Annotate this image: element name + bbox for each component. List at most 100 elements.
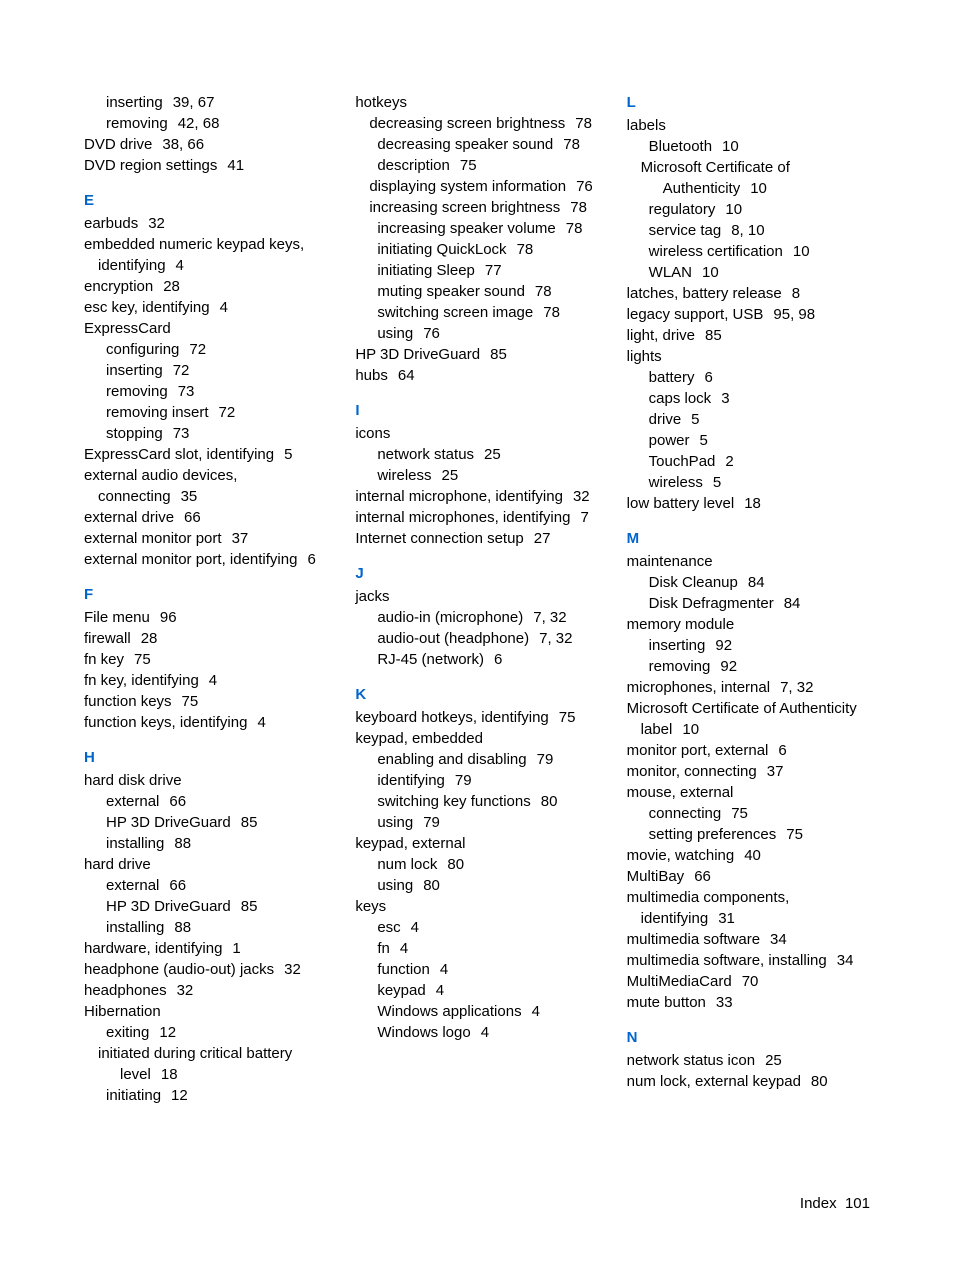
- index-pages: 12: [171, 1087, 188, 1104]
- index-pages: 78: [566, 220, 583, 237]
- index-subentry: RJ-45 (network)6: [355, 649, 598, 670]
- index-term: external drive: [84, 509, 174, 526]
- index-term: hard disk drive: [84, 772, 182, 789]
- index-pages: 92: [715, 637, 732, 654]
- index-pages: 7: [580, 509, 588, 526]
- index-pages: 3: [721, 390, 729, 407]
- index-section-letter: I: [355, 400, 598, 421]
- index-pages: 8, 10: [731, 222, 764, 239]
- index-entry: monitor port, external6: [627, 740, 870, 761]
- index-subentry: using80: [355, 875, 598, 896]
- index-entry: movie, watching40: [627, 845, 870, 866]
- index-pages: 72: [173, 362, 190, 379]
- index-subentry: inserting72: [84, 360, 327, 381]
- index-term: keyboard hotkeys, identifying: [355, 709, 548, 726]
- index-pages: 77: [485, 262, 502, 279]
- index-pages: 31: [718, 910, 735, 927]
- index-entry: lights: [627, 346, 870, 367]
- index-entry: monitor, connecting37: [627, 761, 870, 782]
- index-pages: 78: [543, 304, 560, 321]
- index-pages: 75: [786, 826, 803, 843]
- index-subentry: increasing screen brightness78: [355, 197, 598, 218]
- index-term: ExpressCard slot, identifying: [84, 446, 274, 463]
- index-subentry: battery6: [627, 367, 870, 388]
- index-term: microphones, internal: [627, 679, 770, 696]
- index-subentry: wireless25: [355, 465, 598, 486]
- index-section-letter: K: [355, 684, 598, 705]
- index-pages: 85: [241, 898, 258, 915]
- index-term: movie, watching: [627, 847, 735, 864]
- index-subentry: inserting92: [627, 635, 870, 656]
- index-entry: hotkeys: [355, 92, 598, 113]
- index-subentry: caps lock3: [627, 388, 870, 409]
- index-entry: internal microphone, identifying32: [355, 486, 598, 507]
- index-entry: function keys75: [84, 691, 327, 712]
- index-pages: 25: [442, 467, 459, 484]
- index-subentry: removing73: [84, 381, 327, 402]
- index-subentry: removing92: [627, 656, 870, 677]
- index-entry: mute button33: [627, 992, 870, 1013]
- index-term: labels: [627, 117, 666, 134]
- index-subentry: exiting12: [84, 1022, 327, 1043]
- index-entry: labels: [627, 115, 870, 136]
- index-subentry: initiating Sleep77: [355, 260, 598, 281]
- index-pages: 5: [700, 432, 708, 449]
- index-entry: multimedia components, identifying31: [627, 887, 870, 929]
- index-term: MultiMediaCard: [627, 973, 732, 990]
- index-subentry: HP 3D DriveGuard85: [84, 812, 327, 833]
- index-entry: MultiBay66: [627, 866, 870, 887]
- index-term: function keys: [84, 693, 172, 710]
- index-pages: 7, 32: [539, 630, 572, 647]
- index-pages: 80: [423, 877, 440, 894]
- index-term: setting preferences: [649, 826, 777, 843]
- index-entry: icons: [355, 423, 598, 444]
- index-section-letter: F: [84, 584, 327, 605]
- index-term: external audio devices, connecting: [84, 467, 237, 505]
- index-term: keypad, embedded: [355, 730, 483, 747]
- index-term: Microsoft Certificate of Authenticity: [641, 159, 790, 197]
- index-term: audio-in (microphone): [377, 609, 523, 626]
- index-term: fn: [377, 940, 390, 957]
- index-term: using: [377, 814, 413, 831]
- index-subentry: connecting75: [627, 803, 870, 824]
- index-subentry: initiating QuickLock78: [355, 239, 598, 260]
- index-pages: 76: [423, 325, 440, 342]
- index-term: using: [377, 325, 413, 342]
- index-pages: 6: [778, 742, 786, 759]
- index-subentry: audio-out (headphone)7, 32: [355, 628, 598, 649]
- index-subentry: esc4: [355, 917, 598, 938]
- index-term: removing insert: [106, 404, 209, 421]
- index-subentry: identifying79: [355, 770, 598, 791]
- index-subentry: power5: [627, 430, 870, 451]
- index-pages: 32: [148, 215, 165, 232]
- index-entry: hardware, identifying1: [84, 938, 327, 959]
- index-pages: 4: [176, 257, 184, 274]
- index-pages: 18: [744, 495, 761, 512]
- index-term: initiating: [106, 1087, 161, 1104]
- index-term: File menu: [84, 609, 150, 626]
- index-term: multimedia software: [627, 931, 760, 948]
- index-pages: 12: [159, 1024, 176, 1041]
- index-term: muting speaker sound: [377, 283, 525, 300]
- index-term: enabling and disabling: [377, 751, 526, 768]
- index-term: multimedia components, identifying: [627, 889, 790, 927]
- index-pages: 7, 32: [533, 609, 566, 626]
- index-term: DVD drive: [84, 136, 152, 153]
- index-term: initiated during critical battery level: [98, 1045, 292, 1083]
- index-subentry: external66: [84, 791, 327, 812]
- index-subentry: TouchPad2: [627, 451, 870, 472]
- index-section-letter: J: [355, 563, 598, 584]
- index-pages: 4: [209, 672, 217, 689]
- index-term: function keys, identifying: [84, 714, 247, 731]
- index-term: wireless: [649, 474, 703, 491]
- index-pages: 75: [731, 805, 748, 822]
- index-term: light, drive: [627, 327, 695, 344]
- index-subentry: stopping73: [84, 423, 327, 444]
- index-pages: 85: [241, 814, 258, 831]
- index-term: HP 3D DriveGuard: [355, 346, 480, 363]
- page-footer: Index 101: [800, 1193, 870, 1214]
- index-pages: 4: [481, 1024, 489, 1041]
- index-pages: 85: [705, 327, 722, 344]
- index-section-letter: M: [627, 528, 870, 549]
- index-pages: 5: [284, 446, 292, 463]
